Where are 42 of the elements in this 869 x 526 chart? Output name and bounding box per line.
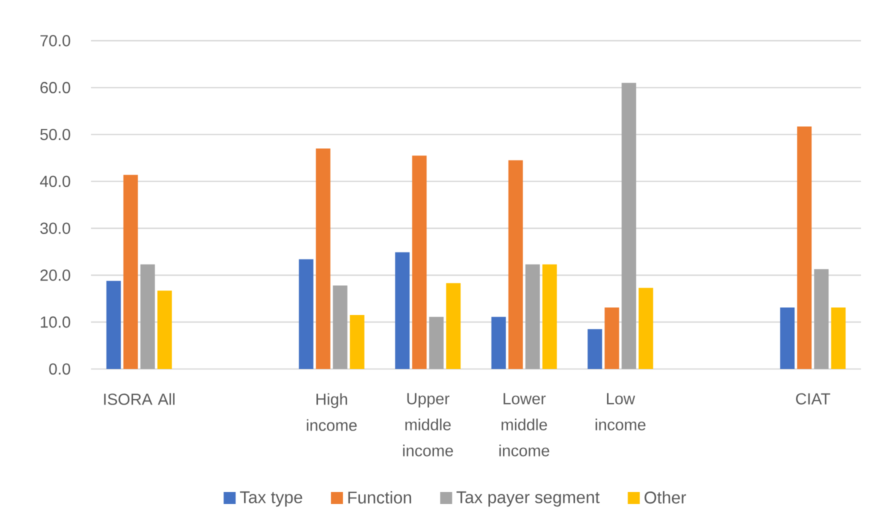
bar (332, 286, 348, 369)
bar (604, 308, 620, 369)
bar (429, 316, 444, 369)
legend-label: Tax type (240, 491, 302, 507)
bar (446, 283, 461, 369)
bar (814, 269, 829, 369)
bar (588, 329, 602, 369)
bar (412, 156, 427, 369)
bar (622, 82, 636, 369)
bar (508, 160, 523, 369)
bar (525, 264, 540, 369)
y-tick-label: 30.0 (40, 222, 70, 234)
x-tick-label: ISORA All (104, 393, 175, 405)
bar (542, 264, 557, 369)
y-tick-label: 20.0 (40, 270, 70, 281)
y-tick-label: 50.0 (40, 128, 70, 140)
y-tick-label: 0.0 (49, 363, 70, 375)
y-tick-label: 10.0 (40, 316, 70, 328)
bar (140, 264, 155, 369)
bar (123, 174, 138, 369)
legend-label: Other (644, 491, 686, 504)
bar (298, 259, 314, 369)
y-tick-label: 60.0 (40, 82, 70, 94)
bar (831, 308, 846, 369)
y-tick-label: 40.0 (40, 176, 70, 188)
x-tick-label: Lower middle income (499, 393, 550, 456)
legend-label: Function (348, 491, 412, 504)
bar (106, 280, 121, 369)
x-tick-label: Low income (596, 393, 646, 430)
y-tick-label: 70.0 (40, 35, 70, 46)
bar (316, 148, 330, 369)
bar (491, 316, 506, 369)
x-tick-label: High income (306, 393, 357, 431)
bar (350, 315, 364, 369)
bar (797, 126, 812, 369)
legend-label: Tax payer segment (456, 491, 600, 507)
bar (780, 308, 795, 369)
bar (638, 288, 654, 369)
bar (395, 252, 410, 369)
x-tick-label: Upper middle income (403, 393, 453, 456)
bar (157, 290, 172, 369)
x-tick-label: CIAT (796, 393, 830, 405)
